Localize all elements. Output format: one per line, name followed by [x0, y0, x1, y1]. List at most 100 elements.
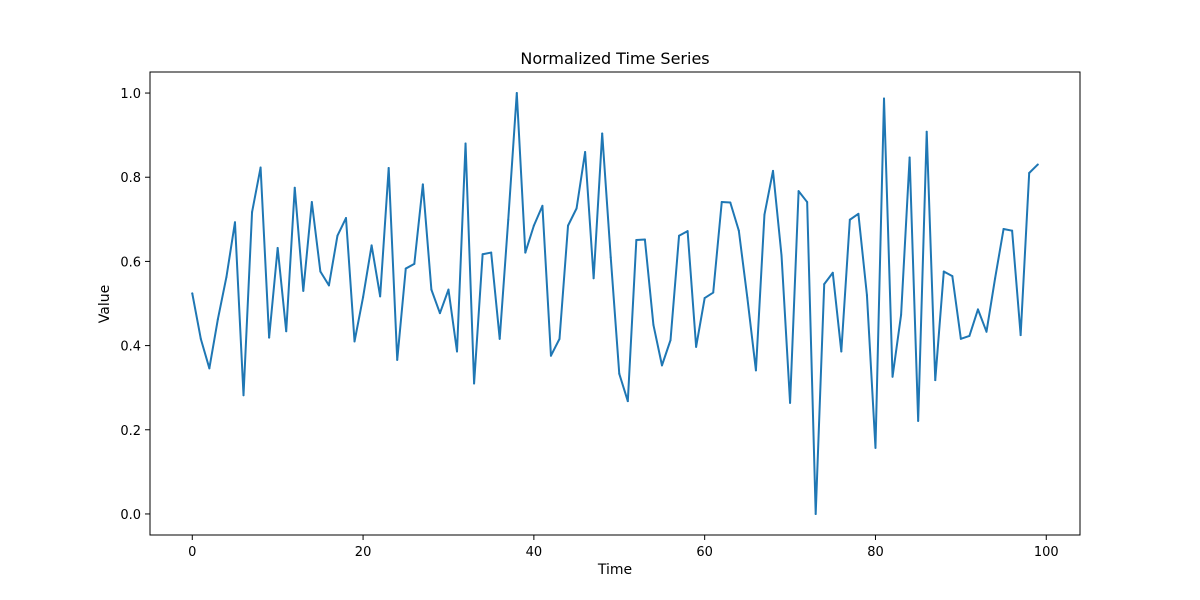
- data-point: [430, 288, 433, 291]
- x-tick-label: 60: [696, 545, 713, 560]
- x-axis-ticks: 0 20 40 60 80 100: [188, 535, 1059, 560]
- x-tick-label: 20: [355, 545, 372, 560]
- data-point: [806, 201, 809, 204]
- data-point: [771, 169, 774, 172]
- data-point: [379, 295, 382, 298]
- y-axis-label: Value: [97, 285, 113, 323]
- y-tick-label: 0.6: [120, 255, 141, 270]
- data-point: [302, 289, 305, 292]
- data-point: [225, 275, 228, 278]
- data-point: [609, 256, 612, 259]
- data-point: [857, 212, 860, 215]
- data-point: [413, 262, 416, 265]
- data-point: [942, 270, 945, 273]
- data-point: [558, 337, 561, 340]
- data-point: [712, 291, 715, 294]
- data-point: [481, 253, 484, 256]
- data-point: [447, 288, 450, 291]
- data-point: [319, 270, 322, 273]
- data-point: [276, 246, 279, 249]
- data-point: [251, 211, 254, 214]
- data-point: [951, 275, 954, 278]
- x-tick-label: 40: [526, 545, 543, 560]
- plot-frame: [149, 71, 1081, 536]
- data-point: [823, 283, 826, 286]
- data-point: [729, 201, 732, 204]
- data-point: [985, 330, 988, 333]
- data-point: [959, 337, 962, 340]
- x-tick-label: 80: [867, 545, 884, 560]
- data-point: [285, 330, 288, 333]
- y-tick-label: 0.8: [120, 171, 141, 186]
- data-point: [515, 92, 518, 95]
- data-point: [575, 207, 578, 210]
- data-point: [370, 244, 373, 247]
- data-point: [737, 229, 740, 232]
- data-point: [327, 284, 330, 287]
- x-axis-label: Time: [597, 562, 632, 578]
- data-point: [643, 238, 646, 241]
- y-tick-label: 1.0: [120, 87, 141, 102]
- data-point: [353, 340, 356, 343]
- data-point: [336, 234, 339, 237]
- data-point: [199, 337, 202, 340]
- data-point: [780, 254, 783, 257]
- data-point: [233, 221, 236, 224]
- data-point: [754, 369, 757, 372]
- data-point: [490, 251, 493, 254]
- data-point: [404, 267, 407, 270]
- data-point: [421, 183, 424, 186]
- data-point: [584, 150, 587, 153]
- data-point: [242, 394, 245, 397]
- data-point: [789, 401, 792, 404]
- data-point: [456, 350, 459, 353]
- data-point: [524, 251, 527, 254]
- data-point: [567, 224, 570, 227]
- data-point: [917, 419, 920, 422]
- data-point: [473, 382, 476, 385]
- data-point: [883, 97, 886, 100]
- data-point: [387, 166, 390, 169]
- data-point: [268, 336, 271, 339]
- data-point: [601, 132, 604, 135]
- data-point: [678, 234, 681, 237]
- data-point: [310, 201, 313, 204]
- data-point: [934, 379, 937, 382]
- data-point: [840, 350, 843, 353]
- data-point: [635, 238, 638, 241]
- data-point: [908, 156, 911, 159]
- data-point: [1019, 334, 1022, 337]
- data-point: [549, 354, 552, 357]
- y-tick-label: 0.4: [120, 340, 141, 355]
- y-tick-label: 0.2: [120, 424, 141, 439]
- data-point: [259, 166, 262, 169]
- chart-title: Normalized Time Series: [520, 49, 709, 68]
- data-point: [660, 364, 663, 367]
- data-point: [831, 271, 834, 274]
- data-point: [618, 372, 621, 375]
- data-point: [746, 297, 749, 300]
- data-point: [532, 224, 535, 227]
- data-point: [669, 339, 672, 342]
- data-point: [720, 201, 723, 204]
- data-point: [891, 375, 894, 378]
- data-point: [592, 277, 595, 280]
- data-point: [865, 294, 868, 297]
- data-point: [1028, 172, 1031, 175]
- data-point: [507, 218, 510, 221]
- data-point: [626, 400, 629, 403]
- data-point: [994, 277, 997, 280]
- data-point: [848, 218, 851, 221]
- data-point: [976, 308, 979, 311]
- data-point: [498, 337, 501, 340]
- y-axis-ticks: 0.0 0.2 0.4 0.6 0.8 1.0: [120, 87, 150, 523]
- data-point: [216, 318, 219, 321]
- series-line: [191, 92, 1039, 515]
- data-point: [362, 296, 365, 299]
- data-point: [293, 186, 296, 189]
- data-point: [900, 313, 903, 316]
- data-point: [814, 512, 817, 515]
- data-point: [396, 358, 399, 361]
- data-point: [1002, 227, 1005, 230]
